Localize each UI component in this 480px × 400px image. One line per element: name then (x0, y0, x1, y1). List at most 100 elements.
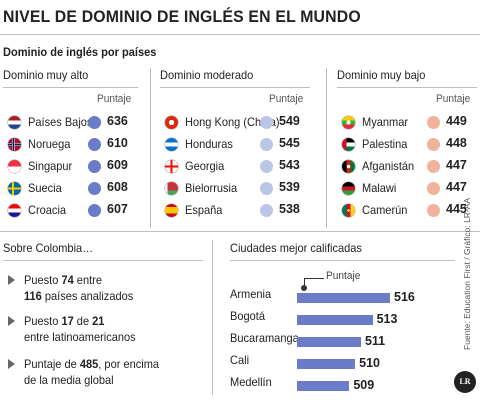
country-row: Suecia 608 (3, 179, 138, 201)
score-value: 610 (107, 136, 128, 150)
score-header: Puntaje (268, 93, 304, 105)
legend-pointer-line (304, 278, 324, 279)
level-dot (427, 182, 440, 195)
score-value: 608 (107, 180, 128, 194)
flag-palestine-icon (342, 138, 355, 151)
country-row: Myanmar 449 (337, 113, 477, 135)
country-row: Georgia 543 (160, 157, 310, 179)
level-dot (260, 160, 273, 173)
country-row: Singapur 609 (3, 157, 138, 179)
country-name: Suecia (28, 181, 62, 195)
city-label: Armenia (230, 287, 272, 301)
country-row: Afganistán 447 (337, 157, 477, 179)
country-name: Hong Kong (China) (185, 115, 280, 129)
page-title: NIVEL DE DOMINIO DE INGLÉS EN EL MUNDO (3, 7, 361, 26)
colombia-item-text: Puesto 74 entre 116 países analizados (24, 273, 134, 303)
colombia-title: Sobre Colombia… (3, 241, 94, 255)
country-name: Croacia (28, 203, 67, 217)
city-bar (297, 293, 390, 303)
flag-sweden-icon (8, 182, 21, 195)
country-row: Malawi 447 (337, 179, 477, 201)
country-name: Singapur (28, 159, 73, 173)
level-dot (427, 138, 440, 151)
city-bar (297, 381, 350, 391)
country-name: Bielorrusia (185, 181, 238, 195)
triangle-bullet-icon (8, 275, 15, 285)
triangle-bullet-icon (8, 359, 15, 369)
level-dot (88, 182, 101, 195)
group-underline (337, 87, 477, 88)
city-label: Cali (230, 353, 250, 367)
level-dot (88, 138, 101, 151)
score-value: 609 (107, 158, 128, 172)
country-row: Camerún 445 (337, 201, 477, 223)
city-label: Medellín (230, 375, 272, 389)
score-value: 447 (446, 158, 467, 172)
score-value: 549 (279, 114, 300, 128)
flag-norway-icon (8, 138, 21, 151)
cities-title: Ciudades mejor calificadas (230, 241, 362, 255)
city-label: Bucaramanga (230, 331, 299, 345)
score-value: 445 (446, 202, 467, 216)
group-underline (3, 87, 138, 88)
legend-pointer-line (304, 278, 305, 288)
score-value: 447 (446, 180, 467, 194)
column-divider (326, 68, 327, 228)
legend-pointer-dot (301, 285, 307, 291)
column-divider (150, 68, 151, 228)
flag-myanmar-icon (342, 116, 355, 129)
country-name: España (185, 203, 223, 217)
section-divider (0, 231, 480, 232)
level-dot (88, 116, 101, 129)
level-dot (260, 182, 273, 195)
flag-netherlands-icon (8, 116, 21, 129)
score-value: 448 (446, 136, 467, 150)
country-name: Países Bajos (28, 115, 93, 129)
country-row: Países Bajos 636 (3, 113, 138, 135)
level-dot (427, 204, 440, 217)
level-dot (427, 116, 440, 129)
score-value: 543 (279, 158, 300, 172)
lr-logo: LR (454, 371, 476, 393)
group-title: Dominio muy alto (3, 68, 89, 82)
score-value: 636 (107, 114, 128, 128)
colombia-item: Puesto 17 de 21 entre latinoamericanos (8, 313, 168, 347)
level-dot (260, 116, 273, 129)
flag-singapore-icon (8, 160, 21, 173)
city-bar-value: 516 (394, 290, 415, 304)
country-name: Camerún (362, 203, 408, 217)
country-row: Croacia 607 (3, 201, 138, 223)
country-name: Malawi (362, 181, 397, 195)
title-divider (0, 34, 480, 35)
level-dot (427, 160, 440, 173)
triangle-bullet-icon (8, 316, 15, 326)
city-bar-value: 509 (353, 378, 375, 392)
level-dot (260, 138, 273, 151)
colombia-item: Puesto 74 entre 116 países analizados (8, 272, 168, 306)
country-row: España 538 (160, 201, 310, 223)
country-name: Georgia (185, 159, 225, 173)
flag-afghanistan-icon (342, 160, 355, 173)
country-name: Palestina (362, 137, 408, 151)
section-subtitle: Dominio de inglés por países (3, 45, 157, 59)
country-row: Hong Kong (China) 549 (160, 113, 310, 135)
colombia-item-text: Puntaje de 485, por encima de la media g… (24, 357, 160, 387)
country-name: Honduras (185, 137, 233, 151)
flag-malawi-icon (342, 182, 355, 195)
score-value: 539 (279, 180, 300, 194)
city-bar (297, 315, 373, 325)
city-label: Bogotá (230, 309, 266, 323)
score-value: 538 (279, 202, 300, 216)
country-row: Noruega 610 (3, 135, 138, 157)
city-bar (297, 337, 361, 347)
source-note: Fuente: Education First / Gráfico: LR-AA (462, 197, 472, 350)
group-underline (160, 87, 310, 88)
flag-croatia-icon (8, 204, 21, 217)
flag-spain-icon (165, 204, 178, 217)
level-dot (88, 160, 101, 173)
level-dot (260, 204, 273, 217)
country-name: Noruega (28, 137, 71, 151)
flag-belarus-icon (165, 182, 178, 195)
score-value: 607 (107, 202, 128, 216)
colombia-underline (3, 260, 203, 261)
